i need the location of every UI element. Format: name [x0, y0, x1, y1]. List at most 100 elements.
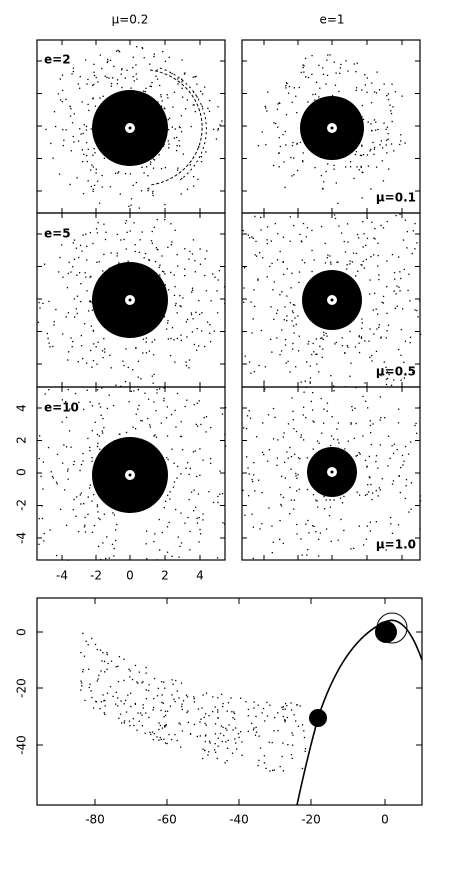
panel-label: e=10	[44, 401, 79, 415]
particle	[156, 392, 158, 394]
particle	[312, 391, 314, 394]
particle	[272, 407, 275, 410]
particle	[380, 417, 382, 419]
particle	[118, 262, 120, 264]
particle	[380, 224, 382, 227]
particle	[219, 732, 222, 735]
particle	[289, 371, 291, 373]
particle	[92, 707, 95, 709]
particle	[226, 729, 228, 731]
particle	[346, 102, 349, 104]
particle	[273, 318, 275, 320]
particle	[358, 342, 360, 344]
particle	[293, 87, 295, 89]
particle	[110, 660, 113, 662]
particle	[303, 730, 305, 732]
particle	[180, 542, 183, 544]
particle	[112, 695, 114, 698]
particle	[195, 506, 197, 508]
x-tick-label: 0	[381, 813, 389, 827]
particle	[41, 517, 44, 520]
particle	[290, 156, 292, 159]
particle	[95, 228, 98, 230]
particle	[356, 145, 358, 148]
particle	[337, 202, 339, 205]
particle	[378, 278, 380, 281]
particle	[91, 500, 93, 502]
particle	[337, 439, 339, 441]
particle	[61, 399, 64, 401]
particle	[165, 724, 167, 726]
particle	[398, 286, 400, 288]
particle	[181, 177, 183, 180]
particle	[389, 457, 391, 459]
particle	[97, 545, 100, 548]
particle	[305, 523, 307, 525]
particle	[319, 87, 321, 89]
particle	[200, 718, 202, 720]
particle	[361, 197, 363, 199]
particle	[77, 530, 80, 533]
particle	[147, 175, 149, 177]
particle	[315, 530, 317, 533]
particle	[76, 312, 78, 315]
particle	[204, 345, 206, 348]
particle	[196, 425, 199, 427]
particle	[325, 528, 328, 530]
particle	[354, 346, 357, 348]
particle	[303, 391, 305, 393]
particle	[323, 508, 326, 510]
particle	[358, 452, 360, 454]
ring	[376, 612, 408, 644]
particle	[366, 407, 369, 409]
particle	[197, 708, 200, 710]
particle	[364, 340, 366, 342]
particle	[321, 337, 323, 339]
particle	[119, 193, 121, 195]
particle	[56, 453, 59, 456]
particle	[179, 305, 181, 307]
particle	[205, 713, 207, 715]
particle	[49, 529, 51, 531]
particle	[366, 237, 369, 240]
particle	[86, 389, 88, 391]
particle	[371, 82, 373, 84]
particle	[91, 164, 93, 166]
particle	[156, 736, 158, 738]
particle	[167, 97, 169, 99]
particle	[152, 709, 154, 711]
particle	[272, 541, 274, 543]
particle	[70, 150, 73, 152]
particle	[255, 715, 257, 718]
particle	[153, 53, 155, 55]
x-tick-label: -80	[85, 813, 105, 827]
particle	[337, 422, 339, 424]
particle	[196, 328, 198, 330]
particle	[297, 350, 300, 352]
particle	[283, 461, 286, 463]
particle	[307, 343, 309, 345]
particle	[180, 334, 182, 336]
particle	[326, 402, 329, 404]
particle	[408, 273, 410, 275]
particle	[407, 289, 409, 292]
particle	[270, 240, 273, 242]
particle	[133, 724, 135, 727]
particle	[361, 322, 363, 324]
particle	[99, 54, 101, 56]
particle	[255, 726, 257, 729]
particle	[79, 75, 81, 78]
particle	[251, 722, 253, 725]
particle	[327, 54, 329, 56]
particle	[367, 483, 369, 486]
particle	[165, 417, 168, 419]
particle	[104, 238, 107, 241]
particle	[181, 81, 183, 83]
particle	[217, 717, 219, 719]
particle	[415, 432, 418, 434]
particle	[205, 692, 208, 694]
particle	[312, 525, 314, 527]
particle	[328, 514, 331, 517]
particle	[354, 153, 356, 156]
particle	[88, 109, 90, 112]
